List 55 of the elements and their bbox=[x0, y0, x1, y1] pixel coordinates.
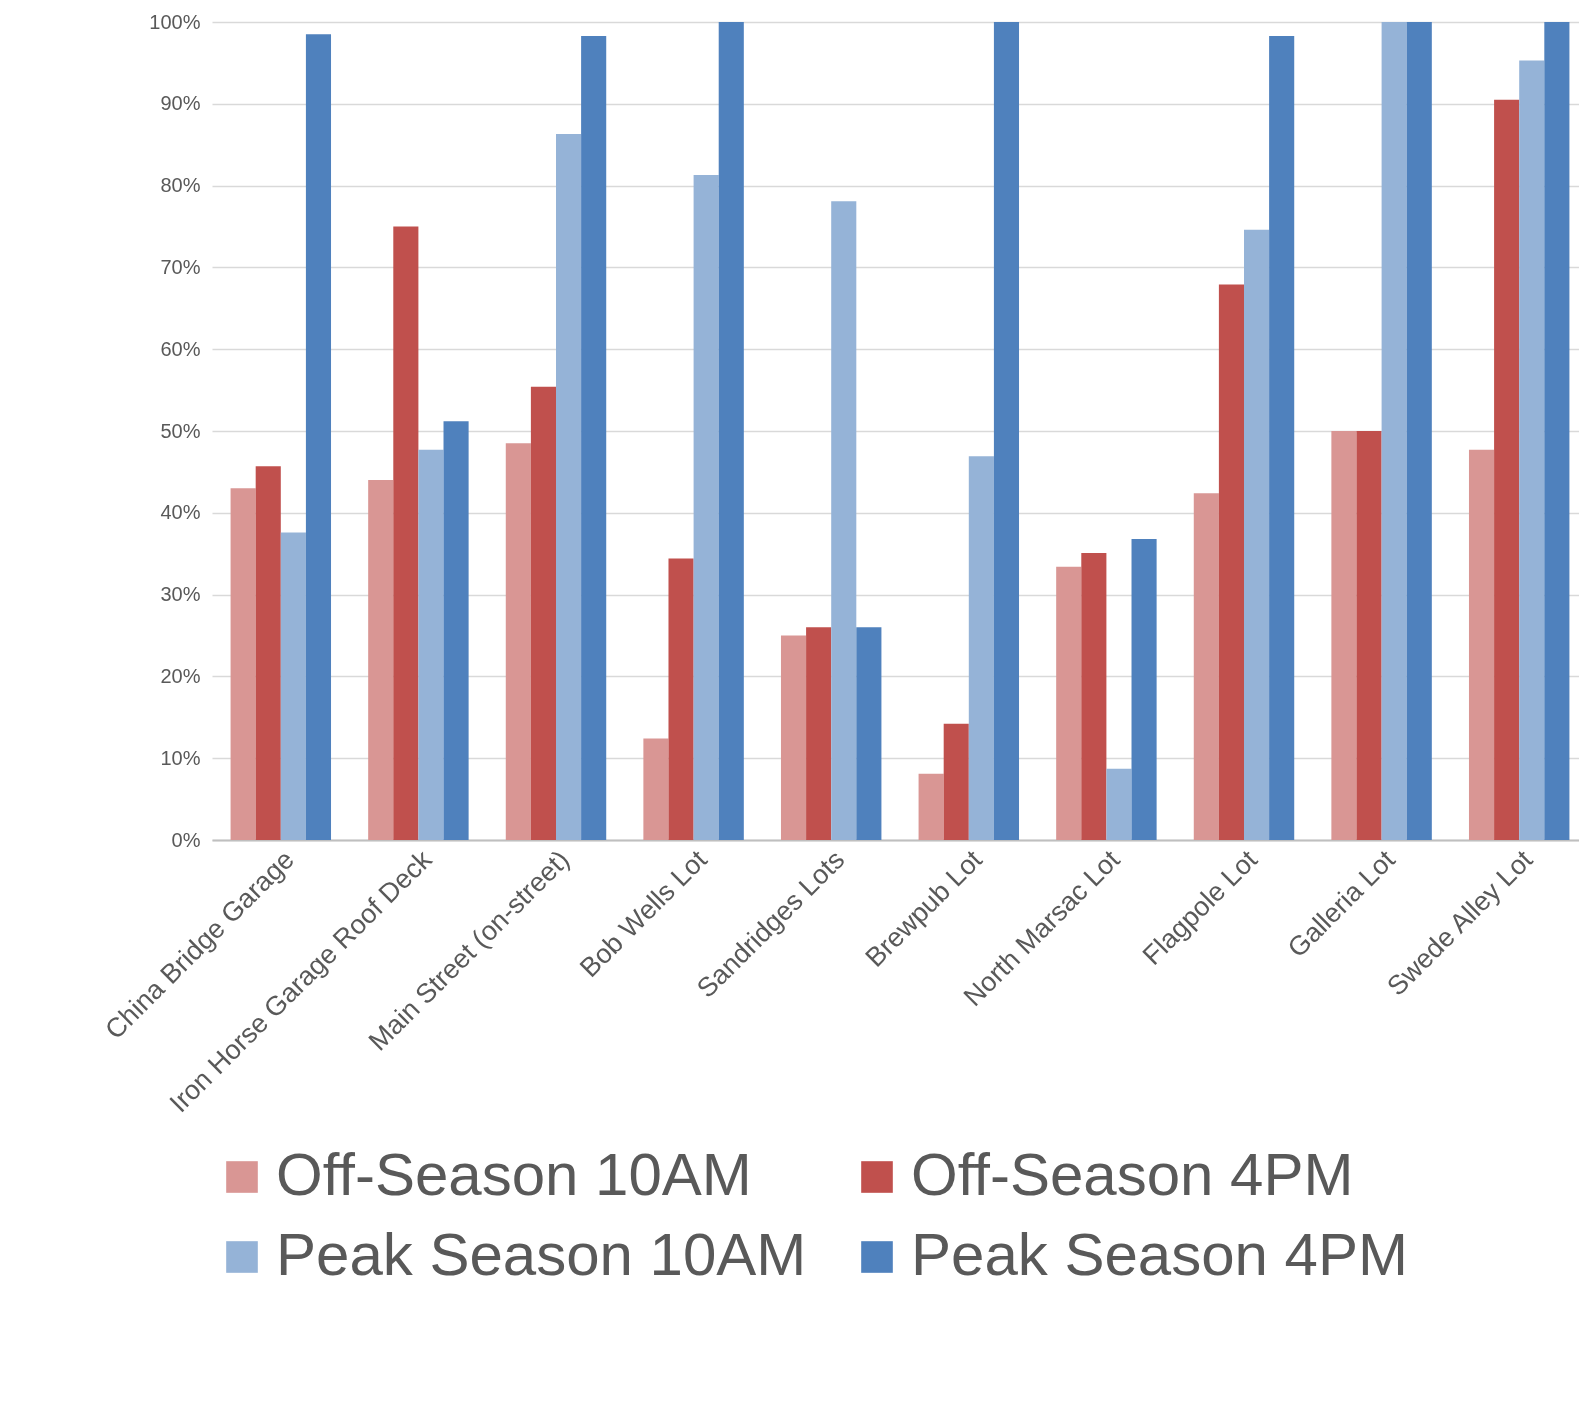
y-tick-label: 70% bbox=[160, 255, 201, 278]
bar bbox=[1356, 431, 1382, 840]
bar bbox=[581, 35, 607, 840]
y-tick-label: 40% bbox=[160, 501, 201, 524]
bar bbox=[693, 174, 719, 840]
bar bbox=[443, 421, 469, 840]
legend-label: Off-Season 4PM bbox=[911, 1141, 1354, 1208]
bar bbox=[1269, 35, 1295, 840]
bar bbox=[1131, 538, 1157, 840]
bar bbox=[418, 449, 444, 840]
bar bbox=[1193, 493, 1219, 840]
y-tick-label: 30% bbox=[160, 583, 201, 606]
bar bbox=[305, 34, 332, 840]
y-tick-label: 100% bbox=[149, 10, 201, 33]
bar bbox=[993, 22, 1020, 840]
bar bbox=[1056, 566, 1082, 840]
bar bbox=[1106, 768, 1132, 840]
bar bbox=[968, 456, 994, 840]
bar bbox=[368, 480, 394, 840]
bar bbox=[1081, 552, 1107, 840]
bar bbox=[255, 466, 281, 840]
bar bbox=[530, 386, 556, 840]
y-tick-label: 50% bbox=[160, 419, 201, 442]
bar bbox=[1406, 22, 1432, 840]
legend-label: Peak Season 10AM bbox=[276, 1221, 807, 1288]
bar bbox=[1544, 22, 1570, 840]
y-tick-label: 10% bbox=[160, 746, 201, 769]
bar bbox=[718, 22, 744, 840]
legend-label: Peak Season 4PM bbox=[911, 1221, 1408, 1288]
bar bbox=[831, 201, 857, 840]
bar bbox=[1468, 449, 1495, 840]
bar bbox=[643, 738, 669, 840]
bar bbox=[1244, 229, 1270, 840]
y-tick-label: 80% bbox=[160, 174, 201, 197]
y-tick-label: 60% bbox=[160, 337, 201, 360]
bar bbox=[230, 488, 256, 840]
bar bbox=[918, 773, 944, 840]
bar bbox=[505, 443, 531, 840]
legend-label: Off-Season 10AM bbox=[276, 1141, 752, 1208]
bar bbox=[780, 635, 807, 840]
bar bbox=[1519, 60, 1545, 840]
bar bbox=[1381, 22, 1407, 840]
y-tick-label: 0% bbox=[171, 828, 201, 851]
bar bbox=[556, 134, 582, 840]
bar bbox=[943, 723, 969, 840]
bar bbox=[856, 627, 882, 840]
bar bbox=[393, 226, 419, 840]
bar bbox=[1331, 431, 1357, 840]
bar bbox=[280, 532, 306, 840]
y-tick-label: 20% bbox=[160, 664, 201, 687]
bar bbox=[1494, 99, 1520, 840]
y-tick-label: 90% bbox=[160, 92, 201, 115]
bar bbox=[668, 558, 694, 840]
bar bbox=[806, 627, 832, 840]
bar bbox=[1218, 284, 1244, 840]
